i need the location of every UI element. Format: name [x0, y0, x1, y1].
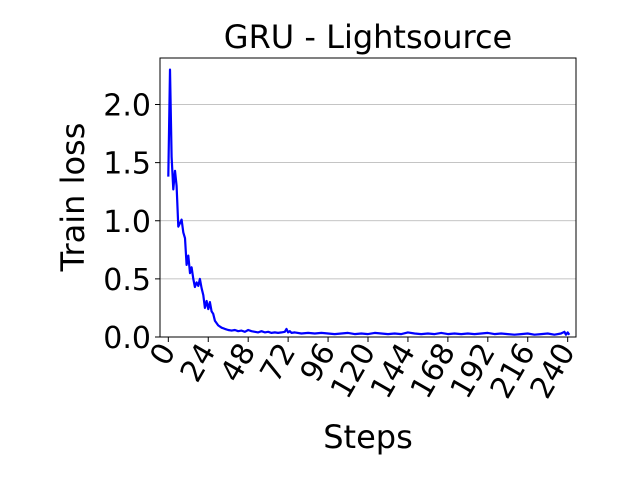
x-tick-label: 48 — [214, 338, 263, 389]
gridlines — [160, 104, 576, 338]
y-axis-ticks: 0.0 0.5 1.0 1.5 2.0 — [103, 89, 160, 356]
chart-title: GRU - Lightsource — [224, 18, 512, 56]
x-axis-label: Steps — [323, 418, 413, 456]
y-tick-label: 0.5 — [103, 263, 151, 298]
x-tick-label: 72 — [254, 338, 303, 389]
y-tick-label: 1.5 — [103, 147, 151, 182]
y-tick-label: 0.0 — [103, 321, 151, 356]
y-tick-label: 1.0 — [103, 205, 151, 240]
y-axis-label: Train loss — [54, 123, 92, 273]
series-layer — [167, 68, 571, 336]
train-loss-line — [167, 68, 571, 336]
plot-frame — [159, 57, 577, 338]
x-tick-label: 240 — [524, 338, 583, 405]
x-tick-label: 24 — [174, 338, 223, 389]
y-tick-label: 2.0 — [103, 89, 151, 124]
